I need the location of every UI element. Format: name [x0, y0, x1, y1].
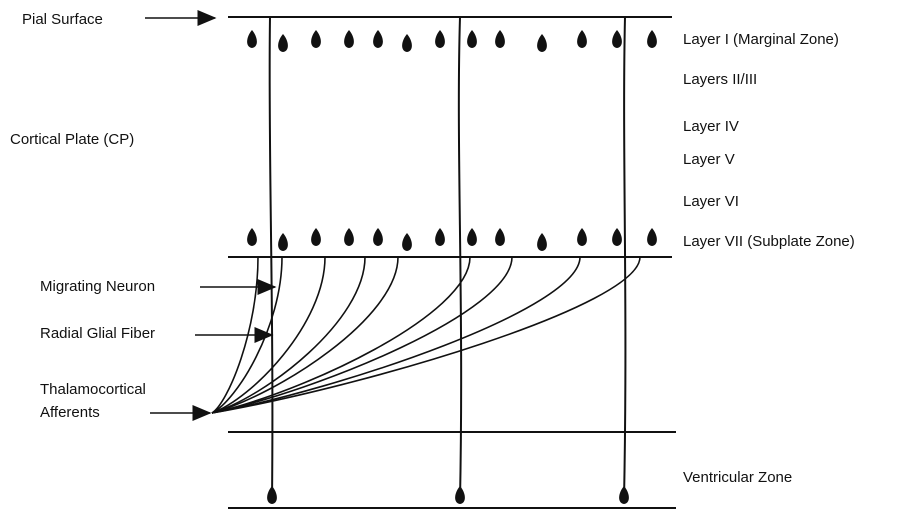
layer-label: Layer VI: [683, 193, 739, 210]
label: Pial Surface: [22, 11, 103, 28]
label: Cortical Plate (CP): [10, 131, 134, 148]
neuron: [344, 228, 354, 246]
neuron: [467, 30, 477, 48]
neuron: [455, 486, 465, 504]
label: Thalamocortical: [40, 381, 146, 398]
neuron: [402, 34, 412, 52]
neuron: [577, 228, 587, 246]
neuron: [373, 228, 383, 246]
layer-label: Layer I (Marginal Zone): [683, 31, 839, 48]
layer-label: Layers II/III: [683, 71, 757, 88]
neuron: [495, 228, 505, 246]
neuron: [278, 233, 288, 251]
neuron: [311, 228, 321, 246]
neuron: [577, 30, 587, 48]
neuron: [647, 228, 657, 246]
neuron: [267, 486, 277, 504]
radial-fiber: [624, 17, 625, 500]
radial-fiber: [459, 17, 461, 500]
afferents: [212, 257, 640, 413]
neuron: [467, 228, 477, 246]
neuron: [373, 30, 383, 48]
neuron: [619, 486, 629, 504]
neuron: [247, 228, 257, 246]
label: Radial Glial Fiber: [40, 325, 155, 342]
neuron: [344, 30, 354, 48]
neuron: [537, 34, 547, 52]
neuron: [402, 233, 412, 251]
layer-label: Layer VII (Subplate Zone): [683, 233, 855, 250]
label: Afferents: [40, 404, 100, 421]
neuron: [647, 30, 657, 48]
neuron: [247, 30, 257, 48]
diagram: Pial Surface Cortical Plate (CP) Migrati…: [0, 0, 910, 509]
neuron: [537, 233, 547, 251]
radial-fiber: [270, 17, 273, 500]
neuron: [495, 30, 505, 48]
layer-label: Layer V: [683, 151, 735, 168]
neuron: [435, 30, 445, 48]
neuron: [311, 30, 321, 48]
label: Migrating Neuron: [40, 278, 155, 295]
neuron: [278, 34, 288, 52]
layer-label: Ventricular Zone: [683, 469, 792, 486]
neuron: [612, 228, 622, 246]
neuron: [435, 228, 445, 246]
layer-label: Layer IV: [683, 118, 739, 135]
neuron: [612, 30, 622, 48]
